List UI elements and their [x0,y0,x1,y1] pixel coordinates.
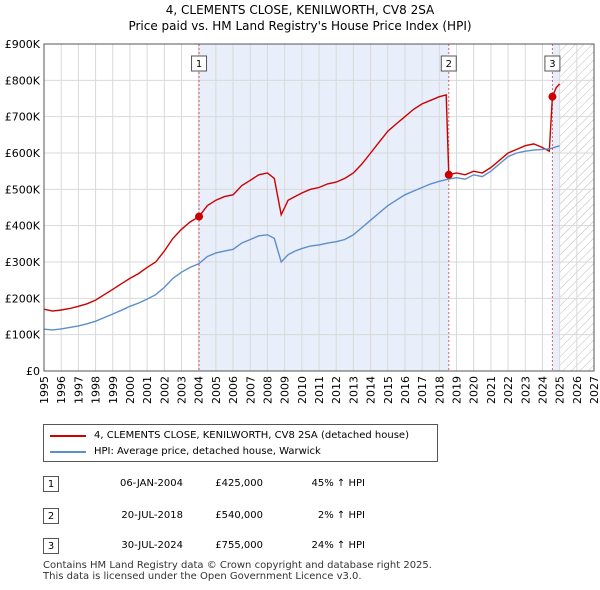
sale-price: £755,000 [215,540,263,551]
sale-marker-label: 1 [196,59,202,70]
x-tick-label: 2025 [554,376,567,404]
axes: £0 £100K £200K £300K £400K £500K £600K £700K £80… [5,38,600,404]
x-tick-label: 2002 [158,376,171,404]
y-tick-label: £400K [5,220,41,233]
x-tick-label: 1998 [90,376,103,404]
x-tick-label: 2015 [382,376,395,404]
footer-line-licence: This data is licensed under the Open Gov… [43,571,362,582]
x-tick-label: 2007 [244,376,257,404]
y-tick-label: £200K [5,292,41,305]
ownership-shade [552,44,560,371]
sale-date: 30-JUL-2024 [121,540,183,551]
sale-marker-point [444,170,453,179]
y-tick-label: £500K [5,183,41,196]
sale-price: £425,000 [215,478,263,489]
sale-hpi-change: 2% ↑ HPI [317,510,365,521]
table-row: 3 30-JUL-2024 £755,000 24% ↑ HPI [43,538,443,556]
table-row: 1 06-JAN-2004 £425,000 45% ↑ HPI [43,476,443,494]
footer-attribution: Contains HM Land Registry data © Crown c… [43,560,432,582]
price-chart: 4, CLEMENTS CLOSE, KENILWORTH, CV8 2SA P… [5,3,600,404]
x-tick-label: 2023 [519,376,532,404]
x-tick-label: 2000 [124,376,137,404]
x-tick-label: 2024 [536,376,549,404]
y-tick-label: £0 [26,365,40,378]
x-tick-label: 2016 [399,376,412,404]
sale-hpi-change: 24% ↑ HPI [311,540,365,551]
sale-price: £540,000 [215,510,263,521]
sale-number-badge: 1 [43,476,59,492]
x-tick-label: 2013 [347,376,360,404]
sale-number-badge: 3 [43,538,59,554]
x-tick-label: 2001 [141,376,154,404]
legend: 4, CLEMENTS CLOSE, KENILWORTH, CV8 2SA (… [43,424,438,462]
sale-date: 20-JUL-2018 [121,510,183,521]
x-tick-label: 1995 [38,376,51,404]
y-tick-label: £900K [5,38,41,51]
x-tick-label: 2011 [313,376,326,404]
grid-lines [43,43,595,372]
y-tick-label: £300K [5,256,41,269]
sale-date: 06-JAN-2004 [119,478,183,489]
y-tick-label: £600K [5,147,41,160]
legend-label-hpi: HPI: Average price, detached house, Warw… [94,446,321,457]
x-tick-label: 1999 [107,376,120,404]
plot-border [43,43,595,372]
sale-number-badge: 2 [43,508,59,524]
legend-swatch-property [50,434,86,437]
sale-marker-label: 3 [549,59,555,70]
x-tick-label: 2019 [451,376,464,404]
series-line-property [43,83,561,312]
x-tick-label: 2017 [416,376,429,404]
footer-line-copyright: Contains HM Land Registry data © Crown c… [43,560,432,571]
chart-title: 4, CLEMENTS CLOSE, KENILWORTH, CV8 2SA [166,3,435,17]
x-tick-label: 2027 [588,376,600,404]
x-tick-label: 2010 [296,376,309,404]
x-tick-label: 2026 [571,376,584,404]
y-tick-label: £800K [5,74,41,87]
x-tick-label: 1996 [55,376,68,404]
sale-marker-box [191,55,208,72]
x-tick-label: 2006 [227,376,240,404]
x-tick-label: 2018 [433,376,446,404]
table-row: 2 20-JUL-2018 £540,000 2% ↑ HPI [43,508,443,526]
sale-marker-point [548,92,557,101]
ownership-shade [199,44,449,371]
x-tick-label: 2008 [261,376,274,404]
x-tick-label: 2014 [365,376,378,404]
legend-entry-property: 4, CLEMENTS CLOSE, KENILWORTH, CV8 2SA (… [50,430,409,441]
x-tick-label: 2012 [330,376,343,404]
x-tick-label: 2005 [210,376,223,404]
series-line-hpi [43,145,560,331]
sale-marker-box [440,55,457,72]
y-tick-label: £700K [5,111,41,124]
x-tick-label: 2021 [485,376,498,404]
x-tick-label: 2003 [176,376,189,404]
sale-markers: 1 2 3 [191,44,561,371]
sale-marker-point [195,212,204,221]
series-group [43,83,561,331]
chart-subtitle: Price paid vs. HM Land Registry's House … [128,19,471,33]
x-tick-label: 2020 [468,376,481,404]
y-tick-label: £100K [5,329,41,342]
legend-entry-hpi: HPI: Average price, detached house, Warw… [50,446,321,457]
sale-marker-label: 2 [446,59,452,70]
legend-swatch-hpi [50,450,86,453]
x-tick-label: 1997 [72,376,85,404]
x-tick-label: 2009 [279,376,292,404]
sale-marker-box [544,55,561,72]
sale-hpi-change: 45% ↑ HPI [311,478,365,489]
x-tick-label: 2022 [502,376,515,404]
x-tick-label: 2004 [193,376,206,404]
legend-label-property: 4, CLEMENTS CLOSE, KENILWORTH, CV8 2SA (… [94,430,409,441]
